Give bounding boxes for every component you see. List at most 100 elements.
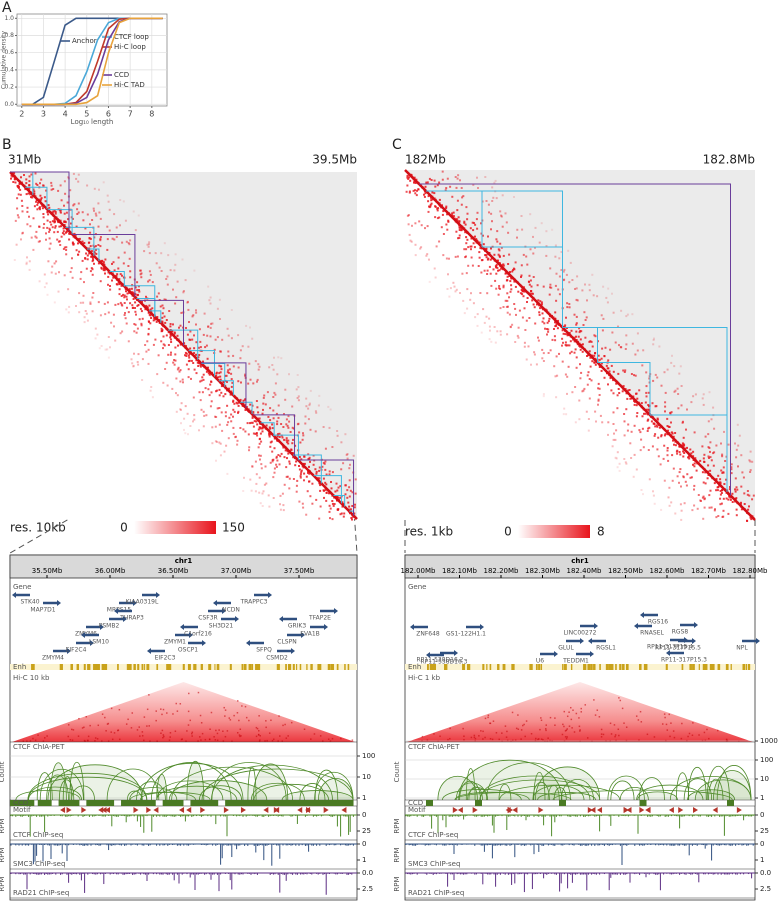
heatmap-cell [445, 207, 448, 209]
heatmap-cell [560, 251, 563, 253]
hic-cell [72, 729, 75, 731]
hic-cell [46, 735, 48, 737]
heatmap-cell [279, 455, 282, 458]
heatmap-cell [663, 479, 666, 482]
heatmap-cell [118, 278, 121, 281]
heatmap-cell [712, 452, 715, 455]
heatmap-cell [140, 276, 143, 279]
heatmap-cell [319, 484, 322, 487]
hic-cell [110, 731, 112, 733]
loop-arc [636, 784, 704, 801]
hic-cell [199, 714, 202, 717]
heatmap-cell [165, 278, 168, 280]
heatmap-cell [616, 466, 619, 469]
heatmap-cell [99, 239, 102, 242]
heatmap-cell [322, 489, 325, 492]
heatmap-cell [749, 471, 752, 473]
heatmap-cell [641, 415, 644, 418]
domain-box [47, 209, 73, 235]
hic-cell [139, 735, 141, 737]
hic-cell [492, 720, 495, 722]
heatmap-cell [330, 481, 332, 483]
hic-cell [169, 732, 172, 734]
heatmap-cell [576, 275, 579, 278]
heatmap-cell [558, 352, 560, 355]
heatmap-cell [451, 212, 454, 215]
heatmap-cell [66, 201, 69, 204]
heatmap-cell [210, 380, 213, 383]
heatmap-cell [219, 350, 222, 353]
heatmap-cell [582, 324, 585, 326]
heatmap-cell [408, 190, 411, 193]
heatmap-cell [93, 187, 96, 190]
heatmap-cell [709, 441, 712, 444]
heatmap-cell [278, 436, 281, 438]
hic-cell [484, 717, 487, 720]
heatmap-cell [123, 314, 126, 316]
motif [240, 807, 246, 813]
hic-cell [172, 713, 174, 715]
heatmap-cell [25, 182, 28, 185]
heatmap-cell [120, 284, 123, 287]
heatmap-cell [340, 441, 343, 444]
hic-cell [85, 715, 88, 718]
heatmap-cell [488, 265, 491, 268]
ccd-block [475, 800, 482, 806]
heatmap-cell [639, 449, 642, 452]
heatmap-cell [576, 299, 579, 302]
gene-arrowhead [590, 651, 594, 657]
gene-arrowhead [81, 632, 85, 638]
heatmap-cell [435, 245, 438, 248]
heatmap-cell [65, 230, 68, 233]
heatmap-cell [290, 448, 293, 451]
heatmap-cell [614, 341, 617, 344]
hic-cell [563, 725, 565, 728]
heatmap-cell [466, 307, 469, 310]
colorbar-tick: 150 [222, 521, 245, 535]
heatmap-cell [125, 290, 127, 293]
heatmap-cell [509, 325, 512, 328]
heatmap-cell [550, 286, 553, 289]
heatmap-cell [259, 432, 262, 435]
heatmap-cell [99, 236, 102, 238]
hic-cell [218, 729, 220, 731]
heatmap-cell [323, 462, 326, 465]
heatmap-cell [607, 287, 610, 290]
heatmap-cell [485, 256, 488, 259]
heatmap-cell [139, 307, 142, 310]
heatmap-cell [193, 368, 196, 371]
heatmap-cell [200, 408, 203, 411]
hic-cell [340, 737, 342, 740]
heatmap-cell [562, 332, 565, 335]
heatmap-cell [70, 267, 73, 270]
hic-cell [520, 738, 522, 740]
heatmap-cell [195, 323, 197, 326]
loop-arc [28, 786, 82, 801]
heatmap-cell [547, 320, 550, 323]
heatmap-cell [67, 218, 70, 221]
hic-cell [29, 740, 32, 742]
heatmap-cell [574, 386, 577, 388]
heatmap-cell [499, 307, 502, 310]
enhancer [193, 664, 197, 670]
hic-cell [433, 733, 435, 735]
heatmap-cell [209, 296, 212, 299]
heatmap-cell [197, 365, 200, 367]
heatmap-cell [226, 423, 229, 426]
count-tick-label: 1000 [760, 737, 778, 745]
heatmap-cell [737, 465, 739, 468]
heatmap-cell [275, 456, 278, 459]
heatmap-cell [106, 248, 109, 251]
heatmap-cell [466, 238, 469, 241]
heatmap-cell [597, 403, 599, 406]
heatmap-cell [230, 413, 233, 416]
enhancer [583, 664, 587, 670]
heatmap-cell [656, 376, 659, 379]
heatmap-cell [258, 442, 261, 445]
heatmap-cell [565, 413, 568, 416]
heatmap-cell [261, 430, 264, 433]
gene-name: C1orf216 [184, 631, 212, 638]
heatmap-cell [445, 257, 448, 260]
hic-cell [726, 739, 728, 742]
heatmap-cell [465, 272, 468, 275]
